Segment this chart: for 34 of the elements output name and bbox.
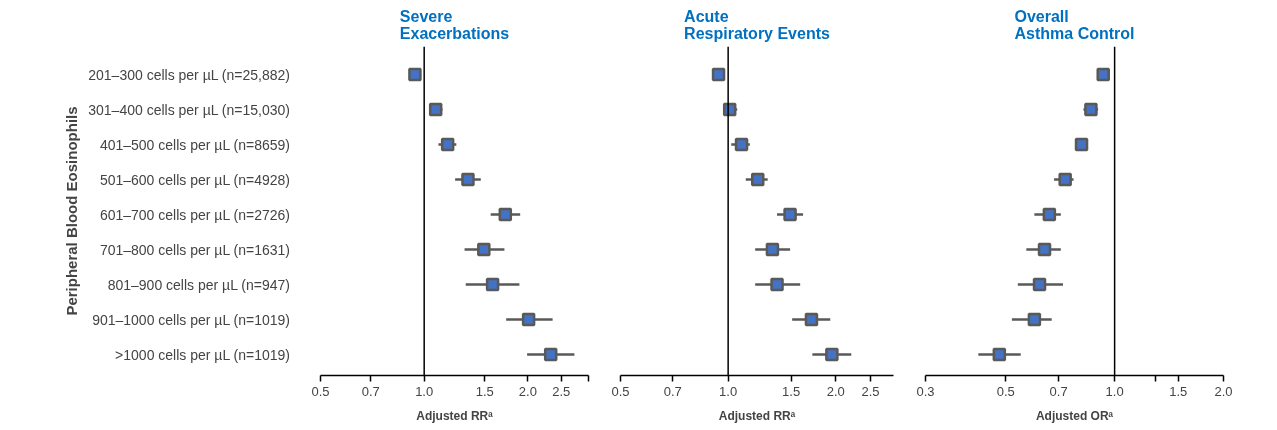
x-tick-label: 1.0: [719, 383, 738, 399]
chart-title: Severe Exacerbations: [399, 7, 510, 42]
x-tick-label: 1.0: [1105, 383, 1124, 399]
y-tick-label: 901–1000 cells per µL (n=1019): [92, 311, 290, 328]
x-axis-title: Adjusted ORᵃ: [1035, 408, 1114, 423]
x-tick-label: 1.5: [475, 383, 494, 399]
y-tick-label: 701–800 cells per µL (n=1631): [99, 241, 290, 258]
y-tick-label: 401–500 cells per µL (n=8659): [99, 136, 290, 153]
x-tick-label: 0.3: [916, 383, 935, 399]
y-axis-title: Peripheral Blood Eosinophils: [63, 106, 81, 316]
x-tick-label: 2.0: [518, 383, 537, 399]
y-tick-label: >1000 cells per µL (n=1019): [115, 346, 290, 363]
y-tick-label: 501–600 cells per µL (n=4928): [99, 171, 290, 188]
y-tick-label: 201–300 cells per µL (n=25,882): [88, 66, 290, 83]
y-tick-label: 601–700 cells per µL (n=2726): [99, 206, 290, 223]
x-tick-label: 2.0: [826, 383, 845, 399]
x-tick-label: 2.5: [861, 383, 880, 399]
chart-title: Overall Asthma Control: [1014, 7, 1135, 42]
x-tick-label: 0.5: [311, 383, 330, 399]
x-tick-label: 0.7: [1049, 383, 1068, 399]
x-tick-label: 1.5: [782, 383, 801, 399]
x-tick-label: 0.5: [996, 383, 1015, 399]
x-tick-label: 0.7: [663, 383, 682, 399]
x-tick-label: 0.5: [611, 383, 630, 399]
x-axis-title: Adjusted RRᵃ: [416, 408, 494, 423]
x-tick-label: 1.5: [1169, 383, 1188, 399]
x-axis-title: Adjusted RRᵃ: [718, 408, 796, 423]
y-tick-label: 301–400 cells per µL (n=15,030): [88, 101, 290, 118]
x-tick-label: 0.7: [361, 383, 380, 399]
x-tick-label: 2.0: [1214, 383, 1233, 399]
y-tick-label: 801–900 cells per µL (n=947): [107, 276, 290, 293]
chart-title: Acute Respiratory Events: [684, 7, 831, 42]
x-tick-label: 2.5: [552, 383, 571, 399]
x-tick-label: 1.0: [415, 383, 434, 399]
